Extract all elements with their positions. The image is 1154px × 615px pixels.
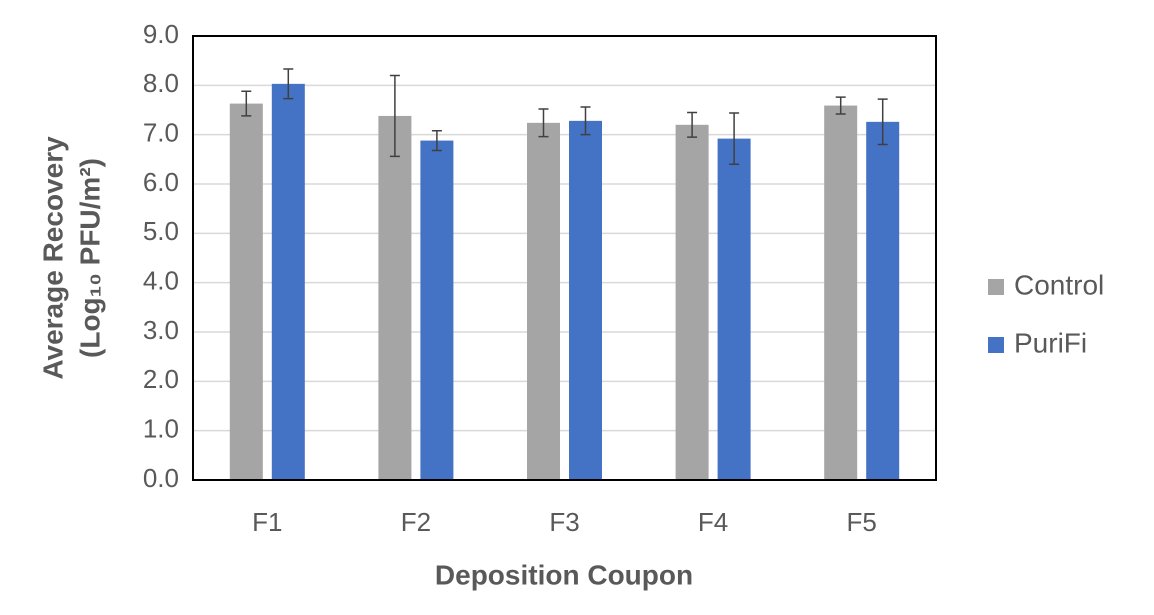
y-tick-label: 0.0	[143, 463, 179, 493]
bar	[229, 103, 263, 480]
y-tick-label: 9.0	[143, 19, 179, 49]
error-bar	[538, 108, 549, 138]
bar	[271, 83, 305, 480]
legend-label: Control	[1014, 269, 1104, 300]
plot-border	[192, 35, 937, 481]
x-tick-label: F4	[698, 507, 728, 537]
y-tick-label: 5.0	[143, 216, 179, 246]
y-axis-label: (Log₁₀ PFU/m²)	[74, 158, 105, 358]
error-bar	[389, 74, 400, 158]
bar	[420, 140, 454, 480]
x-tick-label: F1	[252, 507, 282, 537]
error-bar	[729, 112, 740, 166]
error-bar	[241, 90, 252, 117]
y-tick-label: 1.0	[143, 414, 179, 444]
error-bar	[877, 98, 888, 146]
legend-label: PuriFi	[1014, 327, 1087, 358]
error-bar	[283, 68, 294, 100]
error-bar	[687, 111, 698, 138]
bar	[675, 124, 709, 481]
x-axis-label: Deposition Coupon	[435, 559, 693, 590]
x-tick-label: F2	[401, 507, 431, 537]
bar	[527, 122, 560, 481]
legend-swatch	[988, 337, 1004, 353]
y-axis-label: Average Recovery	[37, 136, 68, 380]
y-tick-label: 6.0	[143, 167, 179, 197]
error-bar	[580, 106, 591, 136]
bar	[717, 138, 751, 480]
x-tick-label: F3	[549, 507, 579, 537]
bar	[569, 120, 602, 480]
y-tick-label: 4.0	[143, 266, 179, 296]
error-bar	[431, 129, 442, 152]
y-tick-label: 3.0	[143, 315, 179, 345]
x-tick-label: F5	[847, 507, 877, 537]
bar	[824, 105, 858, 480]
y-tick-label: 8.0	[143, 68, 179, 98]
bar	[378, 115, 412, 481]
bar	[866, 121, 900, 480]
error-bar	[835, 96, 846, 115]
y-tick-label: 2.0	[143, 364, 179, 394]
y-tick-label: 7.0	[143, 118, 179, 148]
legend-swatch	[988, 279, 1004, 295]
